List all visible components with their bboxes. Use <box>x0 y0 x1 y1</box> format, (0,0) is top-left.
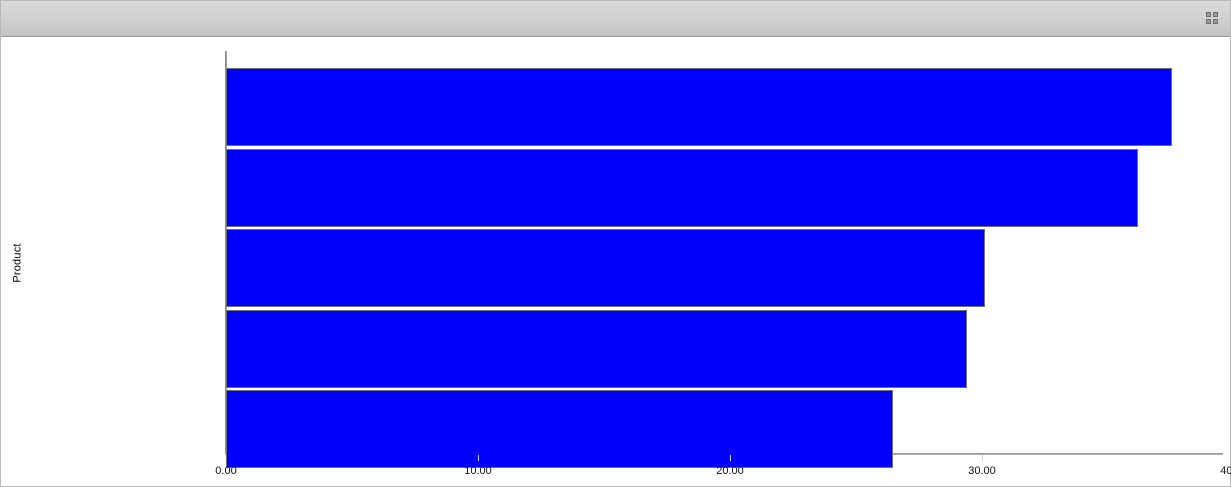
x-tick-mark <box>982 455 983 461</box>
chart-toolbar <box>1 1 1230 37</box>
grid-four-squares-icon <box>1206 12 1218 24</box>
plot-area <box>226 53 1223 468</box>
bar[interactable] <box>226 390 894 468</box>
x-tick-label: 40.00 <box>1220 465 1231 477</box>
grid-square-top-left <box>1206 12 1211 17</box>
x-tick-mark <box>478 455 479 461</box>
x-tick-label: 10.00 <box>464 465 492 477</box>
bar[interactable] <box>226 309 968 388</box>
grid-square-top-right <box>1213 12 1218 17</box>
expand-grid-button[interactable] <box>1198 4 1226 32</box>
y-axis-title: Product <box>9 213 27 313</box>
toolbar-right-actions <box>1198 3 1226 33</box>
grid-square-bottom-right <box>1213 19 1218 24</box>
bar-chart: Product LIP BALM/TREATMENTLAXATIVE/STIMU… <box>1 38 1231 486</box>
x-tick-mark <box>730 455 731 461</box>
y-axis-title-text: Product <box>12 243 24 283</box>
bar[interactable] <box>226 148 1138 227</box>
x-tick-label: 30.00 <box>968 465 996 477</box>
grid-square-bottom-left <box>1206 19 1211 24</box>
x-tick-label: 0.00 <box>215 465 237 477</box>
bar[interactable] <box>226 229 986 307</box>
bar[interactable] <box>226 68 1172 146</box>
x-tick-label: 20.00 <box>716 465 744 477</box>
